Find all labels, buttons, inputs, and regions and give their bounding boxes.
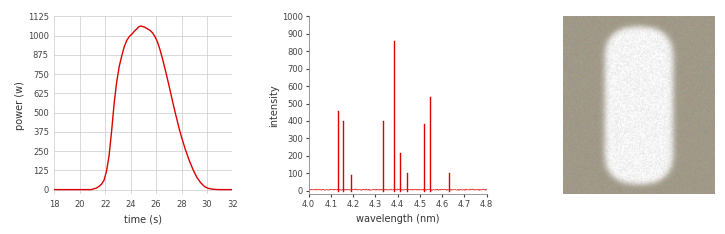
Y-axis label: power (w): power (w) — [15, 81, 25, 130]
X-axis label: wavelength (nm): wavelength (nm) — [356, 214, 439, 224]
X-axis label: time (s): time (s) — [125, 214, 162, 224]
Y-axis label: intensity: intensity — [269, 84, 279, 127]
